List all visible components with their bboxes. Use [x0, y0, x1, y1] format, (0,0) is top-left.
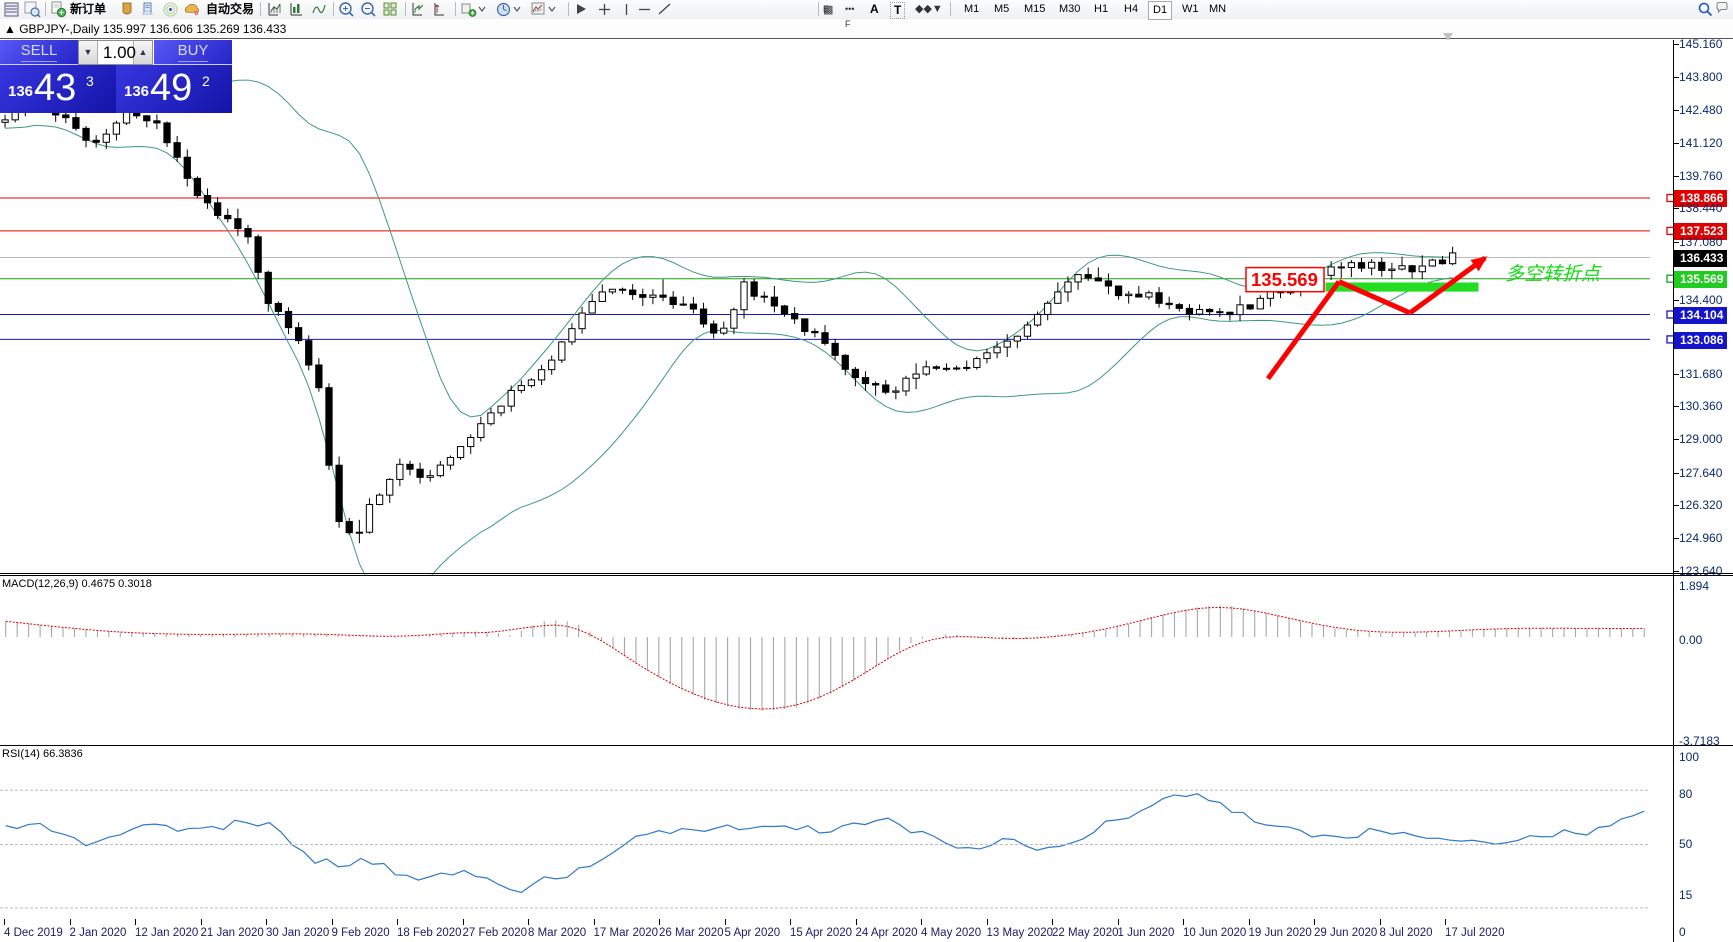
svg-text:多空转折点: 多空转折点 [1505, 263, 1602, 285]
svg-text:135.569: 135.569 [1251, 269, 1318, 290]
